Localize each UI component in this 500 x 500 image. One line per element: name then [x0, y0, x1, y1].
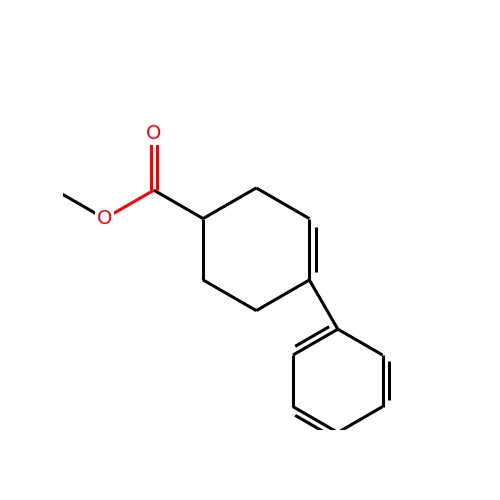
Text: O: O: [97, 209, 112, 228]
Text: O: O: [146, 124, 162, 143]
